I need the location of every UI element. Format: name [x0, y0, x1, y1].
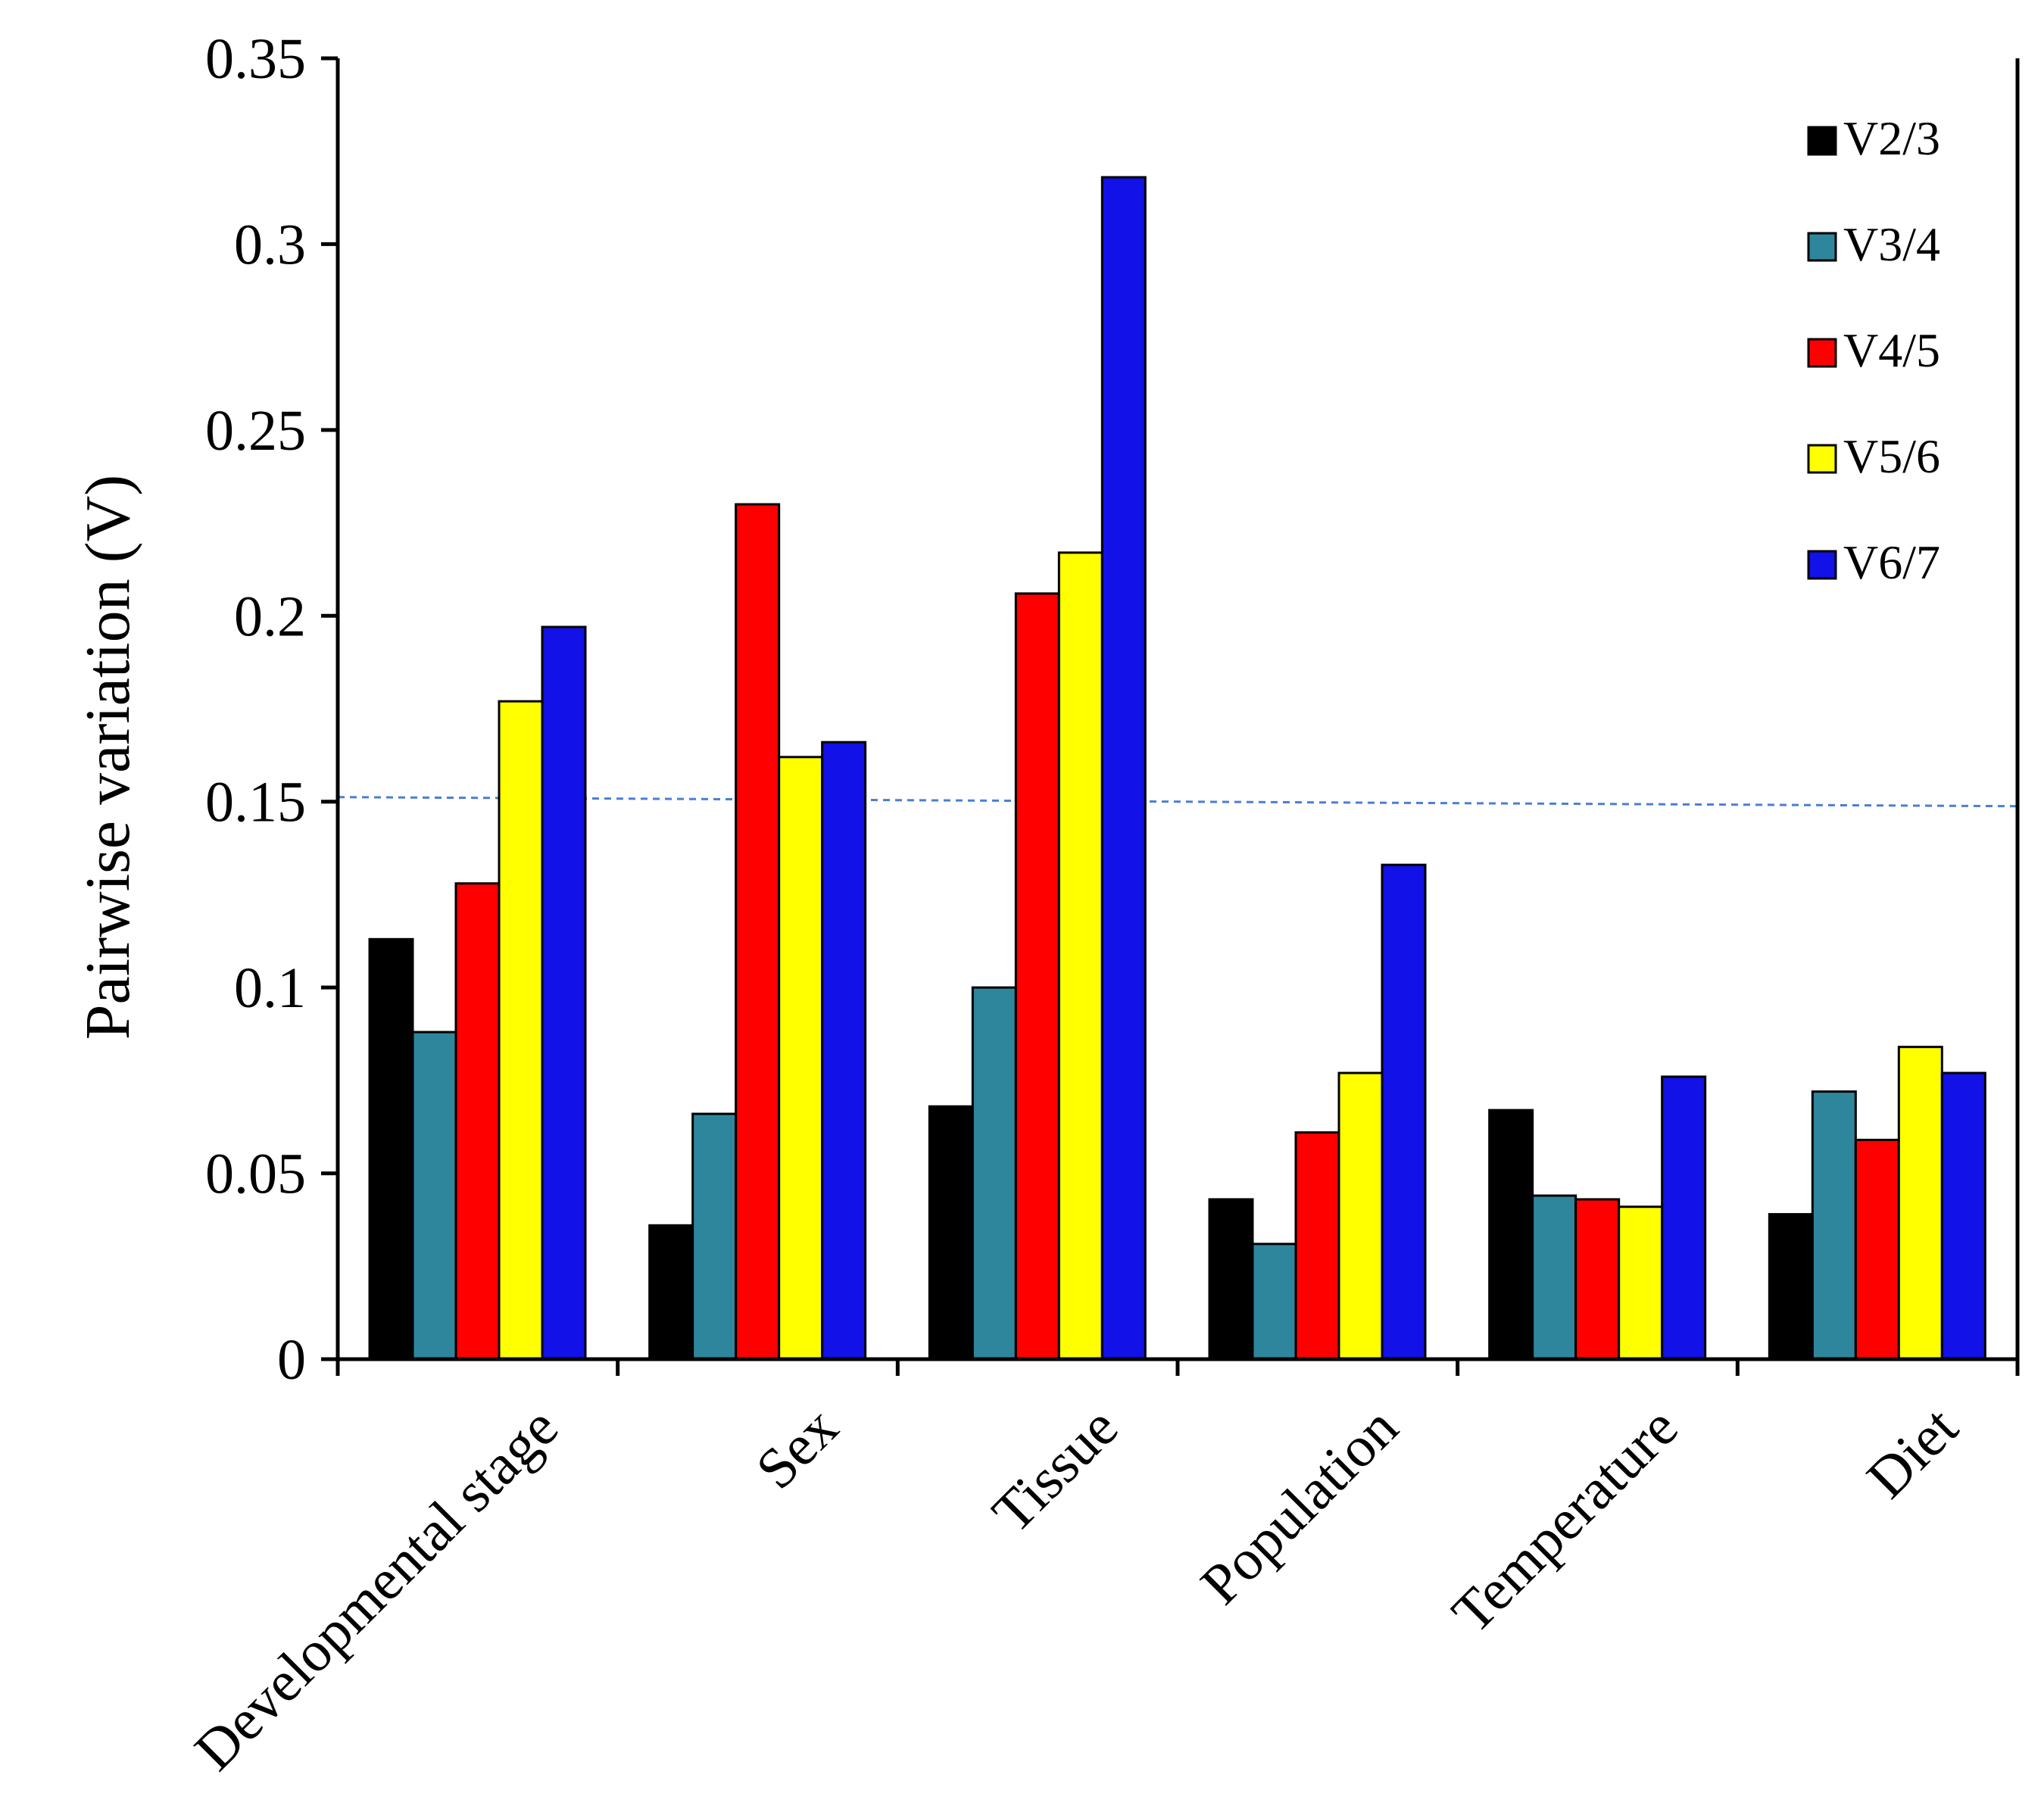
bar-sex-v3-4	[691, 1112, 738, 1361]
bar-sex-v6-7	[821, 741, 867, 1361]
x-category-label: Diet	[1855, 1396, 1970, 1511]
bar-population-v5-6	[1337, 1071, 1384, 1361]
legend-swatch-v2-3	[1807, 126, 1837, 156]
x-category-label: Population	[1189, 1396, 1410, 1617]
bar-population-v4-5	[1294, 1131, 1340, 1361]
bar-developmental-stage-v4-5	[454, 882, 501, 1361]
bar-developmental-stage-v2-3	[368, 937, 414, 1361]
bar-diet-v4-5	[1854, 1138, 1900, 1361]
bar-tissue-v3-4	[971, 986, 1017, 1361]
bar-tissue-v4-5	[1014, 592, 1060, 1361]
bar-population-v6-7	[1381, 863, 1427, 1361]
y-axis-title: Pairwise variation (V)	[73, 475, 143, 1040]
y-tick-label: 0.15	[205, 771, 306, 834]
bar-diet-v6-7	[1940, 1071, 1986, 1361]
y-tick-label: 0	[277, 1328, 306, 1392]
bar-tissue-v6-7	[1100, 176, 1147, 1361]
bar-sex-v4-5	[735, 503, 781, 1361]
y-tick-label: 0.25	[205, 399, 306, 463]
bar-sex-v2-3	[648, 1224, 694, 1361]
y-tick-label: 0.1	[234, 956, 306, 1020]
bar-temperature-v4-5	[1574, 1198, 1621, 1361]
bar-sex-v5-6	[778, 756, 824, 1361]
bar-population-v3-4	[1251, 1243, 1297, 1361]
legend-swatch-v3-4	[1807, 232, 1837, 262]
x-category-label: Tissue	[980, 1396, 1130, 1545]
bar-diet-v3-4	[1811, 1090, 1857, 1361]
x-category-label: Temperature	[1440, 1396, 1690, 1645]
y-tick-label: 0.05	[205, 1143, 306, 1206]
legend-label-v4-5: V4/5	[1843, 323, 1940, 377]
legend-label-v2-3: V2/3	[1843, 111, 1940, 165]
bar-temperature-v3-4	[1531, 1194, 1577, 1361]
bar-temperature-v5-6	[1618, 1205, 1664, 1361]
bar-developmental-stage-v6-7	[541, 625, 587, 1361]
y-tick-label: 0.2	[234, 585, 306, 648]
threshold-reference-line	[337, 796, 2018, 808]
bar-developmental-stage-v5-6	[498, 700, 544, 1361]
bar-temperature-v2-3	[1488, 1109, 1534, 1361]
legend-swatch-v4-5	[1807, 338, 1837, 368]
bar-population-v2-3	[1208, 1198, 1254, 1361]
legend-label-v3-4: V3/4	[1843, 217, 1940, 271]
bar-diet-v2-3	[1768, 1213, 1814, 1361]
bar-tissue-v2-3	[928, 1105, 974, 1361]
x-category-label: Sex	[744, 1396, 850, 1502]
bar-diet-v5-6	[1897, 1046, 1943, 1361]
bar-tissue-v5-6	[1057, 551, 1103, 1361]
y-tick-label: 0.35	[205, 27, 306, 91]
bar-temperature-v6-7	[1661, 1075, 1707, 1361]
legend-label-v6-7: V6/7	[1843, 535, 1940, 589]
bar-developmental-stage-v3-4	[411, 1031, 457, 1361]
legend-swatch-v6-7	[1807, 550, 1837, 580]
legend-label-v5-6: V5/6	[1843, 429, 1940, 483]
x-category-label: Developmental stage	[183, 1396, 570, 1783]
legend-swatch-v5-6	[1807, 444, 1837, 474]
y-tick-label: 0.3	[234, 213, 306, 276]
